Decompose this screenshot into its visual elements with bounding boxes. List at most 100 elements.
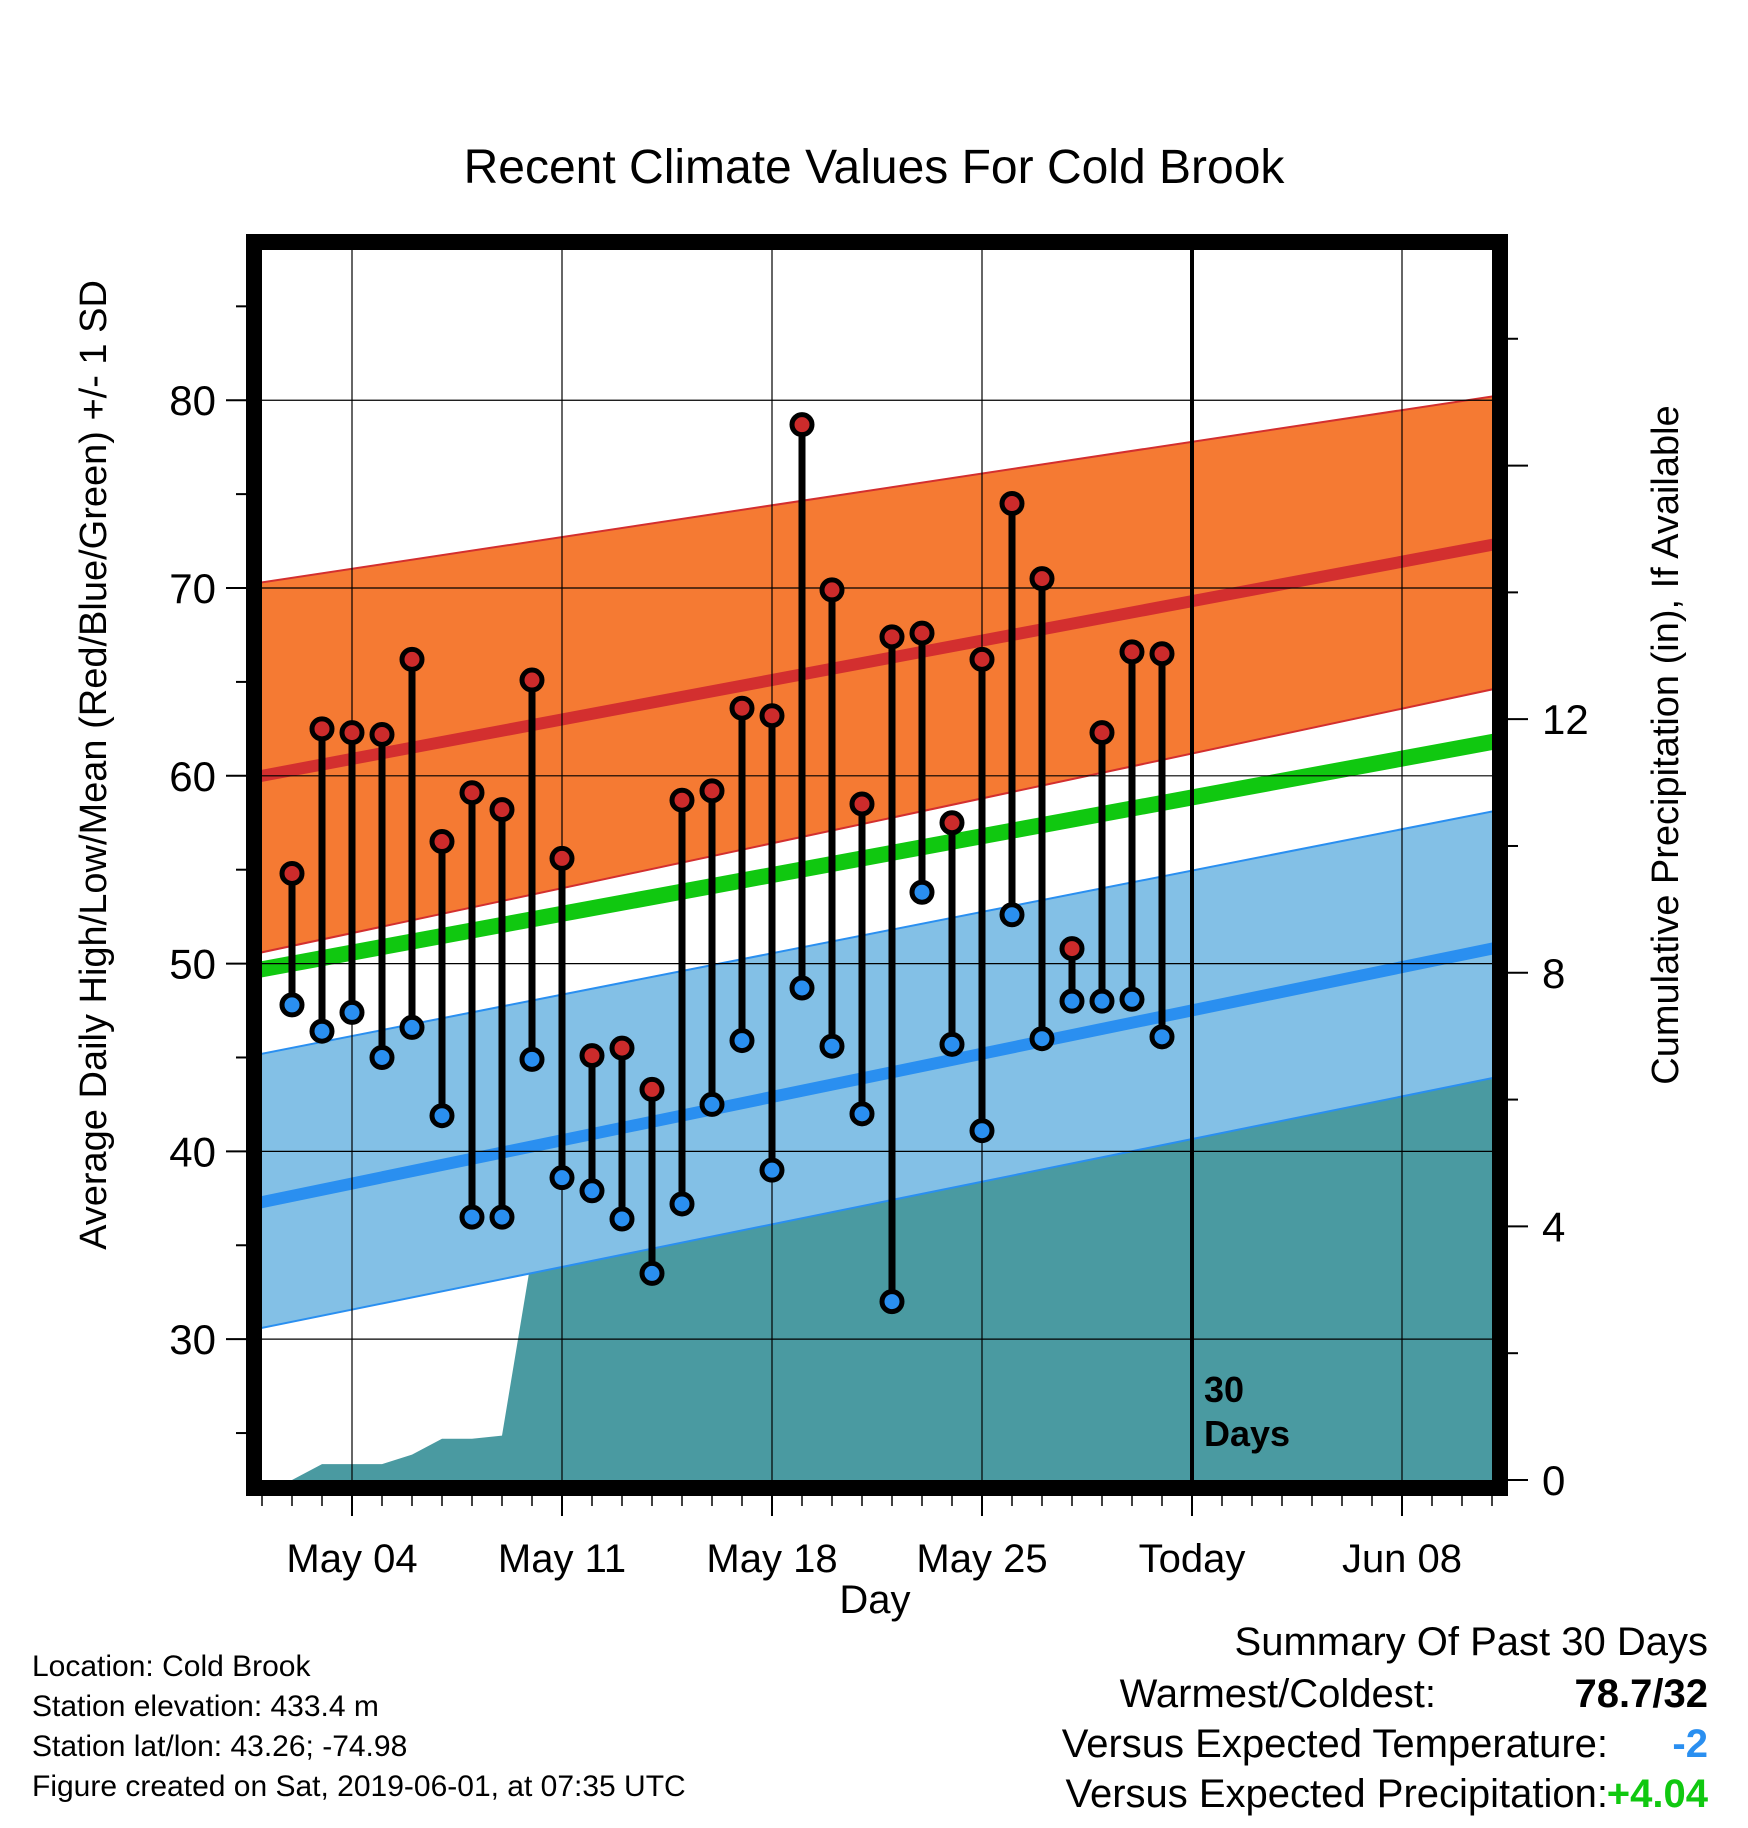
low-temp-point <box>999 902 1025 928</box>
today-days-word: Days <box>1204 1413 1290 1454</box>
high-temp-point <box>1029 566 1055 592</box>
high-temp-point <box>669 787 695 813</box>
y2-tick-label: 12 <box>1542 696 1589 743</box>
high-temp-point <box>699 778 725 804</box>
summary-warm-cold-label: Warmest/Coldest: <box>1119 1672 1436 1716</box>
high-temp-point <box>1119 639 1145 665</box>
high-normal-band <box>262 396 1492 953</box>
high-temp-point <box>399 646 425 672</box>
y2-tick-label: 0 <box>1542 1457 1565 1504</box>
low-normal-line <box>262 942 1492 1209</box>
y-tick-label: 60 <box>169 753 216 800</box>
high-temp-point <box>789 412 815 438</box>
today-days-number: 30 <box>1204 1369 1244 1410</box>
high-temp-point <box>999 491 1025 517</box>
summary-warm-cold-value: 78.7/32 <box>1574 1672 1708 1716</box>
low-temp-point <box>969 1118 995 1144</box>
x-tick-label: May 11 <box>498 1537 626 1581</box>
high-temp-point <box>429 829 455 855</box>
high-temp-point <box>279 860 305 886</box>
low-temp-point <box>519 1046 545 1072</box>
low-temp-point <box>339 999 365 1025</box>
summary-temp-value: -2 <box>1672 1722 1708 1766</box>
high-temp-point <box>729 695 755 721</box>
high-temp-point <box>1089 720 1115 746</box>
low-lower-edge <box>262 1077 1492 1329</box>
y2-axis-label: Cumulative Precipitation (in), If Availa… <box>1645 405 1687 1084</box>
info-created: Figure created on Sat, 2019-06-01, at 07… <box>32 1770 686 1803</box>
low-temp-point <box>489 1204 515 1230</box>
low-temp-point <box>849 1101 875 1127</box>
low-temp-point <box>549 1165 575 1191</box>
y-tick-label: 80 <box>169 377 216 424</box>
summary-precip-value: +4.04 <box>1606 1772 1708 1816</box>
y-tick-label: 40 <box>169 1128 216 1175</box>
info-elevation: Station elevation: 433.4 m <box>32 1690 379 1723</box>
plot-frame <box>246 234 1508 1496</box>
y-tick-label: 50 <box>169 941 216 988</box>
low-temp-point <box>459 1204 485 1230</box>
low-temp-point <box>429 1103 455 1129</box>
low-temp-point <box>1059 988 1085 1014</box>
high-temp-point <box>489 797 515 823</box>
high-temp-point <box>909 620 935 646</box>
y2-tick-label: 8 <box>1542 950 1565 997</box>
high-temp-point <box>759 703 785 729</box>
low-temp-point <box>669 1191 695 1217</box>
info-location: Location: Cold Brook <box>32 1650 311 1683</box>
high-temp-point <box>879 624 905 650</box>
low-temp-point <box>729 1028 755 1054</box>
high-temp-point <box>1149 641 1175 667</box>
low-temp-point <box>279 992 305 1018</box>
summary-heading: Summary Of Past 30 Days <box>1234 1620 1708 1664</box>
low-temp-point <box>699 1091 725 1117</box>
x-tick-label: May 25 <box>916 1537 1047 1581</box>
high-temp-point <box>309 716 335 742</box>
low-temp-point <box>759 1157 785 1183</box>
low-temp-point <box>1149 1024 1175 1050</box>
high-temp-point <box>819 577 845 603</box>
low-temp-point <box>369 1044 395 1070</box>
y-tick-label: 70 <box>169 565 216 612</box>
x-tick-label: May 04 <box>286 1537 417 1581</box>
high-temp-point <box>339 720 365 746</box>
low-temp-point <box>399 1014 425 1040</box>
high-temp-point <box>609 1035 635 1061</box>
summary-temp-label: Versus Expected Temperature: <box>1061 1722 1608 1766</box>
summary-precip-label: Versus Expected Precipitation: <box>1065 1772 1608 1816</box>
low-temp-point <box>789 975 815 1001</box>
low-temp-point <box>879 1289 905 1315</box>
high-temp-point <box>639 1076 665 1102</box>
low-temp-point <box>1029 1026 1055 1052</box>
low-temp-point <box>909 879 935 905</box>
chart-title: Recent Climate Values For Cold Brook <box>463 141 1285 194</box>
high-upper-edge <box>262 395 1492 584</box>
info-latlon: Station lat/lon: 43.26; -74.98 <box>32 1730 408 1763</box>
low-temp-point <box>1119 986 1145 1012</box>
low-temp-point <box>939 1031 965 1057</box>
high-temp-point <box>369 721 395 747</box>
x-tick-label: Today <box>1139 1537 1246 1581</box>
low-temp-point <box>309 1018 335 1044</box>
high-temp-point <box>459 780 485 806</box>
y-axis-label: Average Daily High/Low/Mean (Red/Blue/Gr… <box>73 280 115 1250</box>
low-temp-point <box>579 1178 605 1204</box>
high-temp-point <box>579 1043 605 1069</box>
high-normal-line <box>262 538 1492 782</box>
high-temp-point <box>939 810 965 836</box>
y-tick-label: 30 <box>169 1316 216 1363</box>
high-temp-point <box>519 667 545 693</box>
x-axis-label: Day <box>839 1578 911 1622</box>
low-temp-point <box>819 1033 845 1059</box>
low-temp-point <box>639 1260 665 1286</box>
high-temp-point <box>549 845 575 871</box>
y2-tick-label: 4 <box>1542 1203 1565 1250</box>
x-tick-label: Jun 08 <box>1342 1537 1462 1581</box>
x-tick-label: May 18 <box>706 1537 837 1581</box>
low-temp-point <box>609 1206 635 1232</box>
high-temp-point <box>849 791 875 817</box>
high-temp-point <box>1059 936 1085 962</box>
low-temp-point <box>1089 988 1115 1014</box>
high-temp-point <box>969 646 995 672</box>
